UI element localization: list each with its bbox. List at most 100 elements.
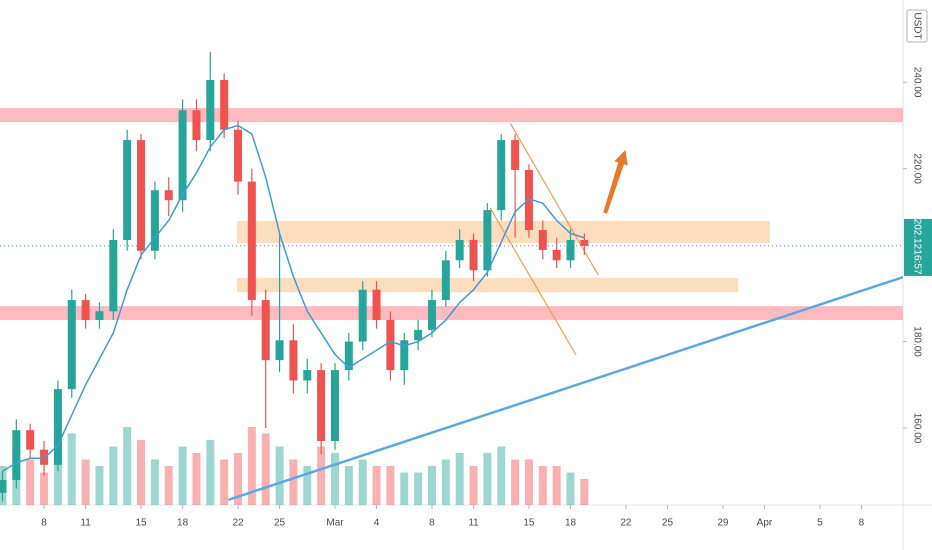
volume-bar (206, 440, 215, 505)
candle-body (386, 319, 395, 371)
candle-body (317, 370, 326, 442)
candle-body (344, 341, 353, 371)
last-price-label: 202.12 (911, 219, 922, 250)
volume-bar (358, 459, 367, 505)
time-label: 16:57 (911, 249, 922, 274)
volume-bar (137, 440, 146, 505)
volume-bar (400, 472, 409, 505)
x-tick-label: 18 (177, 518, 189, 529)
candle-body (400, 340, 409, 371)
volume-bar (386, 466, 395, 505)
volume-bar (497, 446, 506, 505)
volume-bar (344, 466, 353, 505)
x-tick-label: 22 (232, 518, 244, 529)
candle-body (109, 239, 118, 312)
volume-bar (483, 453, 492, 505)
volume-bar (372, 466, 381, 505)
candle-body (511, 140, 520, 170)
candle-body (53, 389, 62, 465)
currency-box (906, 9, 928, 43)
volume-bar (261, 433, 270, 505)
candle-body (538, 230, 547, 250)
candle-body (330, 370, 339, 442)
x-tick-label: 25 (662, 518, 674, 529)
candle-body (81, 300, 90, 320)
trend-line (227, 275, 903, 501)
volume-bar (538, 466, 547, 505)
candle-body (220, 79, 229, 130)
volume-bar (455, 453, 464, 505)
candle-body (178, 110, 187, 201)
candle-body (427, 300, 436, 330)
volume-bar (95, 466, 104, 505)
candle-body (137, 140, 146, 251)
candle-body (524, 169, 533, 231)
volume-bar (247, 427, 256, 505)
volume-bar (524, 459, 533, 505)
candle-body (40, 449, 49, 465)
volume-bar (123, 427, 132, 505)
moving-average (2, 124, 585, 472)
volume-bar (220, 459, 229, 505)
candle-body (483, 210, 492, 271)
candle-body (455, 239, 464, 261)
candle-body (372, 289, 381, 320)
x-tick-label: 8 (429, 518, 435, 529)
x-tick-label: 11 (80, 518, 91, 529)
volume-bar (303, 466, 312, 505)
candle-body (497, 140, 506, 211)
y-tick-label: 180.00 (911, 326, 922, 357)
candle-body (247, 181, 256, 301)
volume-bar (511, 459, 520, 505)
x-tick-label: 25 (274, 518, 286, 529)
candle-body (164, 190, 173, 201)
volume-bar (441, 459, 450, 505)
zone (237, 278, 739, 293)
volume-bar (192, 453, 201, 505)
candle-body (469, 239, 478, 271)
candle-body (67, 300, 76, 390)
candle-body (358, 289, 367, 342)
volume-bar (275, 446, 284, 505)
candle-body (12, 430, 21, 480)
volume-bar (580, 479, 589, 505)
candle-body (234, 129, 243, 182)
volume-bar (40, 472, 49, 505)
volume-bar (178, 446, 187, 505)
volume-bar (26, 459, 35, 505)
x-tick-label: 11 (468, 518, 479, 529)
x-tick-label: Mar (326, 518, 344, 529)
candle-body (566, 239, 575, 261)
volume-bar (289, 459, 298, 505)
candle-body (261, 300, 270, 361)
candle-body (289, 340, 298, 381)
candle-body (441, 260, 450, 301)
x-tick-label: 4 (374, 518, 380, 529)
volume-bar (53, 453, 62, 505)
x-tick-label: 18 (565, 518, 577, 529)
candle-body (150, 190, 159, 251)
y-tick-label: 220.00 (911, 153, 922, 184)
zone (0, 108, 903, 123)
volume-bar (150, 459, 159, 505)
volume-bar (427, 466, 436, 505)
candle-body (552, 249, 561, 261)
candle-body (26, 430, 35, 450)
volume-bar (469, 466, 478, 505)
volume-bar (330, 453, 339, 505)
volume-bar (414, 472, 423, 505)
y-tick-label: 160.00 (911, 413, 922, 444)
plot (0, 51, 903, 505)
volume-bar (234, 453, 243, 505)
x-tick-label: 15 (135, 518, 147, 529)
volume-bar (81, 459, 90, 505)
x-tick-label: 29 (717, 518, 729, 529)
candle-body (206, 79, 215, 141)
x-tick-label: 8 (859, 518, 865, 529)
candle-body (95, 311, 104, 320)
candle-body (580, 239, 589, 246)
x-tick-label: 15 (523, 518, 535, 529)
volume-bar (566, 472, 575, 505)
last-price-box (904, 218, 932, 276)
